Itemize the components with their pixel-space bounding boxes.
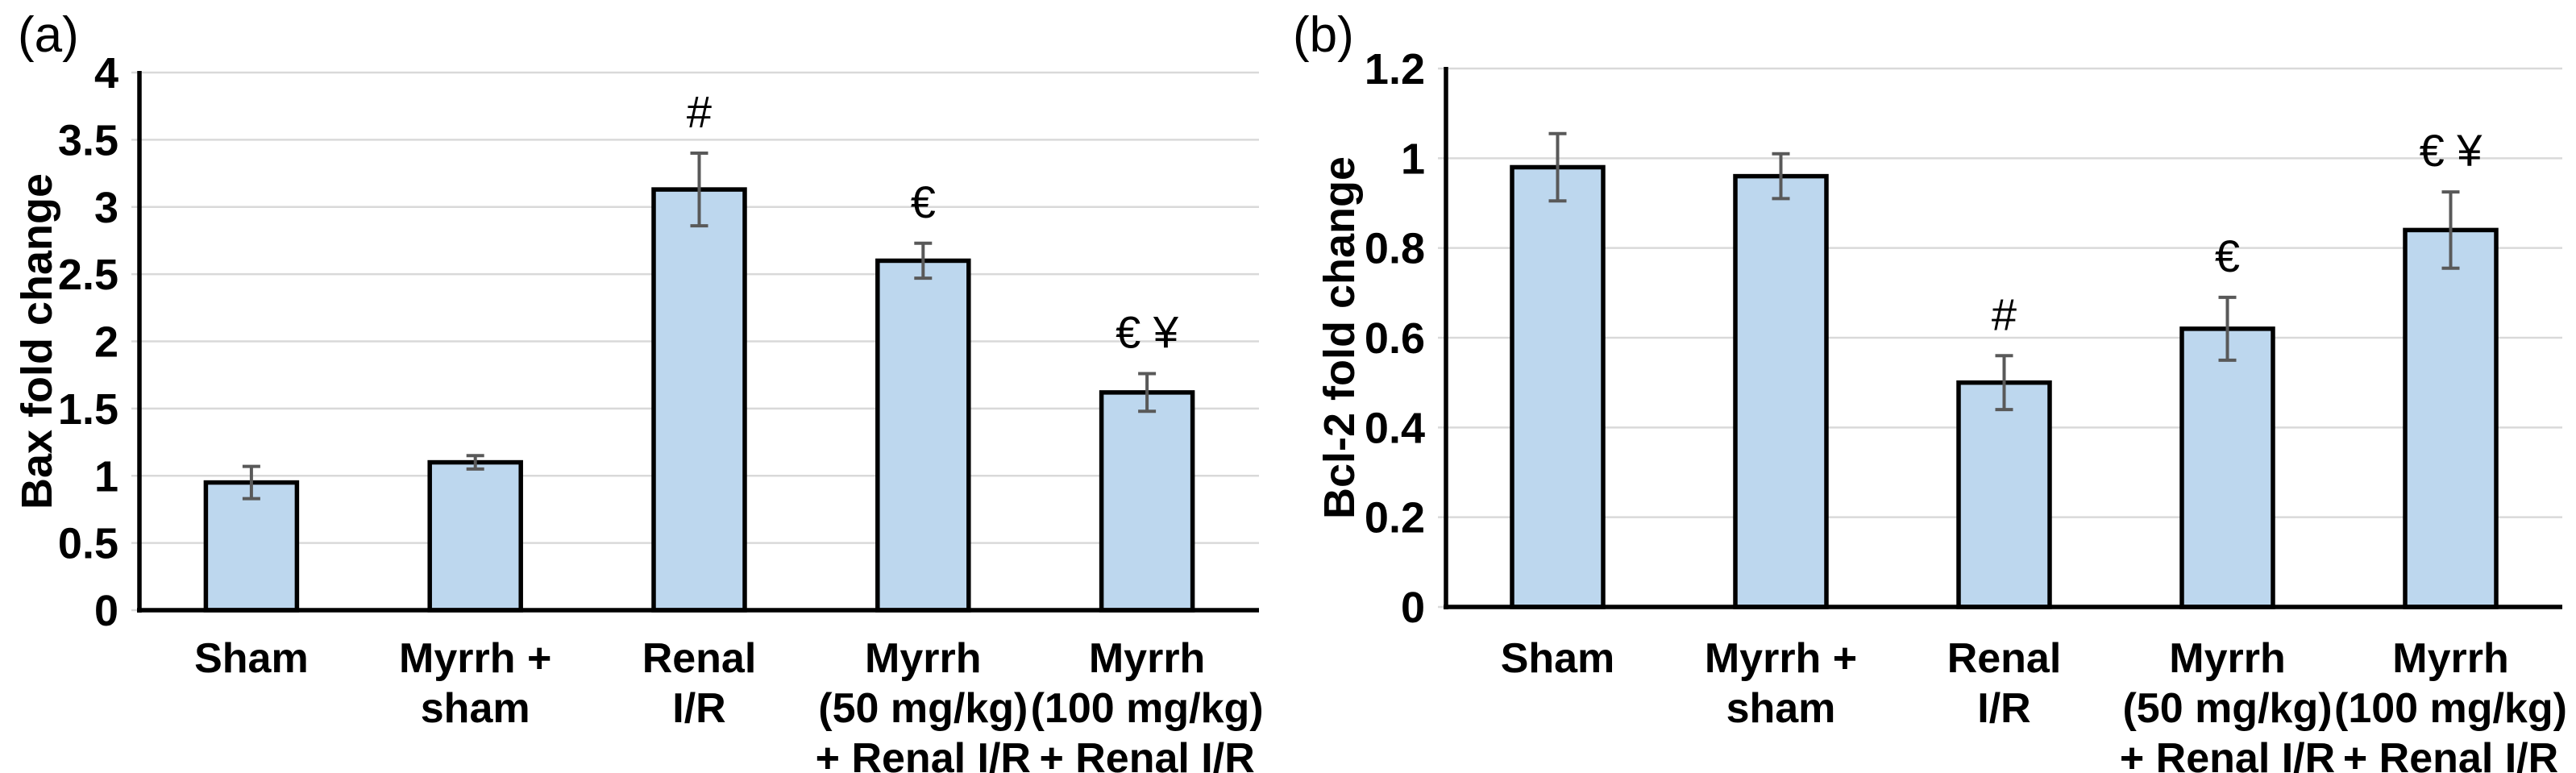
y-tick-label: 2 bbox=[94, 318, 118, 367]
category-label-line: Sham bbox=[1501, 635, 1615, 682]
significance-annotation: € bbox=[2215, 231, 2240, 281]
error-bar bbox=[242, 464, 260, 501]
category-label: Sham bbox=[194, 635, 309, 682]
bar bbox=[1733, 173, 1829, 609]
error-bar bbox=[914, 241, 933, 281]
category-label-line: + Renal I/R bbox=[2343, 735, 2558, 773]
y-axis-title: Bcl-2 fold change bbox=[1315, 156, 1364, 519]
category-label-line: + Renal I/R bbox=[1039, 735, 1254, 773]
bar bbox=[427, 459, 523, 613]
category-label-line: + Renal I/R bbox=[816, 735, 1031, 773]
panel-b: 0 0.2 0.4 0.6 0.8 1 1.2 # € € ¥ Sham Myrrh +sham Ren… bbox=[1293, 7, 2567, 773]
category-label-line: (100 mg/kg) bbox=[2334, 685, 2567, 732]
error-bar bbox=[1138, 372, 1157, 414]
category-label-line: Myrrh bbox=[2392, 635, 2508, 682]
y-tick-label: 3.5 bbox=[58, 116, 118, 164]
category-label-line: (50 mg/kg) bbox=[818, 685, 1028, 732]
bar bbox=[651, 187, 747, 613]
category-label: Sham bbox=[1501, 635, 1615, 682]
category-label-line: sham bbox=[1726, 685, 1836, 732]
y-tick-label: 2.5 bbox=[58, 251, 118, 299]
category-label-line: sham bbox=[421, 685, 530, 732]
bar bbox=[2179, 326, 2275, 609]
category-label-line: I/R bbox=[1977, 685, 2030, 732]
error-bar bbox=[690, 152, 708, 228]
y-tick-label: 1.5 bbox=[58, 385, 118, 434]
category-label-line: Myrrh bbox=[2169, 635, 2285, 682]
panel-a: 0 0.5 1 1.5 2 2.5 3 3.5 4 # € € ¥ Sham Myrrh +sham Ren… bbox=[13, 7, 1264, 773]
category-label: Myrrh(100 mg/kg)+ Renal I/R bbox=[1031, 635, 1264, 773]
category-label-line: Myrrh + bbox=[399, 635, 551, 682]
significance-annotation: # bbox=[1992, 289, 2017, 339]
y-tick-label: 1.2 bbox=[1365, 45, 1425, 94]
category-label-line: I/R bbox=[672, 685, 725, 732]
y-tick-label: 0.2 bbox=[1365, 494, 1425, 542]
category-label-line: (100 mg/kg) bbox=[1031, 685, 1264, 732]
category-label: Myrrh(50 mg/kg)+ Renal I/R bbox=[816, 635, 1031, 773]
y-tick-label: 3 bbox=[94, 184, 118, 232]
category-label-line: Myrrh + bbox=[1705, 635, 1857, 682]
category-label: Myrrh +sham bbox=[399, 635, 551, 732]
error-bar bbox=[2218, 295, 2237, 362]
error-bar bbox=[1772, 152, 1790, 201]
category-label-line: Sham bbox=[194, 635, 309, 682]
category-label: Myrrh +sham bbox=[1705, 635, 1857, 732]
category-label-line: + Renal I/R bbox=[2120, 735, 2335, 773]
error-bar bbox=[2441, 190, 2460, 270]
bar bbox=[203, 480, 300, 613]
panel-label: (b) bbox=[1293, 7, 1354, 63]
significance-annotation: € ¥ bbox=[2420, 125, 2483, 176]
category-label-line: Renal bbox=[642, 635, 757, 682]
y-tick-label: 0 bbox=[94, 587, 118, 635]
bar bbox=[2403, 227, 2499, 609]
y-tick-label: 0 bbox=[1401, 584, 1425, 632]
error-bar bbox=[466, 454, 484, 471]
category-label-line: Myrrh bbox=[1089, 635, 1205, 682]
bar bbox=[875, 258, 971, 613]
error-bar bbox=[1995, 354, 2013, 412]
bar bbox=[1956, 380, 2052, 609]
category-label-line: Renal bbox=[1947, 635, 2062, 682]
y-tick-label: 0.5 bbox=[58, 520, 118, 568]
y-tick-label: 0.4 bbox=[1365, 404, 1425, 452]
category-label: Myrrh(50 mg/kg)+ Renal I/R bbox=[2120, 635, 2335, 773]
bar bbox=[1510, 164, 1606, 609]
y-tick-label: 1 bbox=[1401, 135, 1425, 183]
error-bar bbox=[1548, 131, 1567, 203]
category-label-line: (50 mg/kg) bbox=[2122, 685, 2332, 732]
significance-annotation: € ¥ bbox=[1116, 307, 1179, 358]
significance-annotation: # bbox=[687, 86, 712, 137]
y-tick-label: 1 bbox=[94, 452, 118, 501]
significance-annotation: € bbox=[911, 177, 936, 227]
y-tick-label: 0.6 bbox=[1365, 314, 1425, 363]
bar bbox=[1099, 390, 1195, 613]
category-label-line: Myrrh bbox=[865, 635, 981, 682]
y-tick-label: 0.8 bbox=[1365, 225, 1425, 273]
y-tick-label: 4 bbox=[94, 49, 118, 98]
category-label: Myrrh(100 mg/kg)+ Renal I/R bbox=[2334, 635, 2567, 773]
panel-label: (a) bbox=[18, 7, 79, 63]
y-axis-title: Bax fold change bbox=[13, 173, 61, 509]
